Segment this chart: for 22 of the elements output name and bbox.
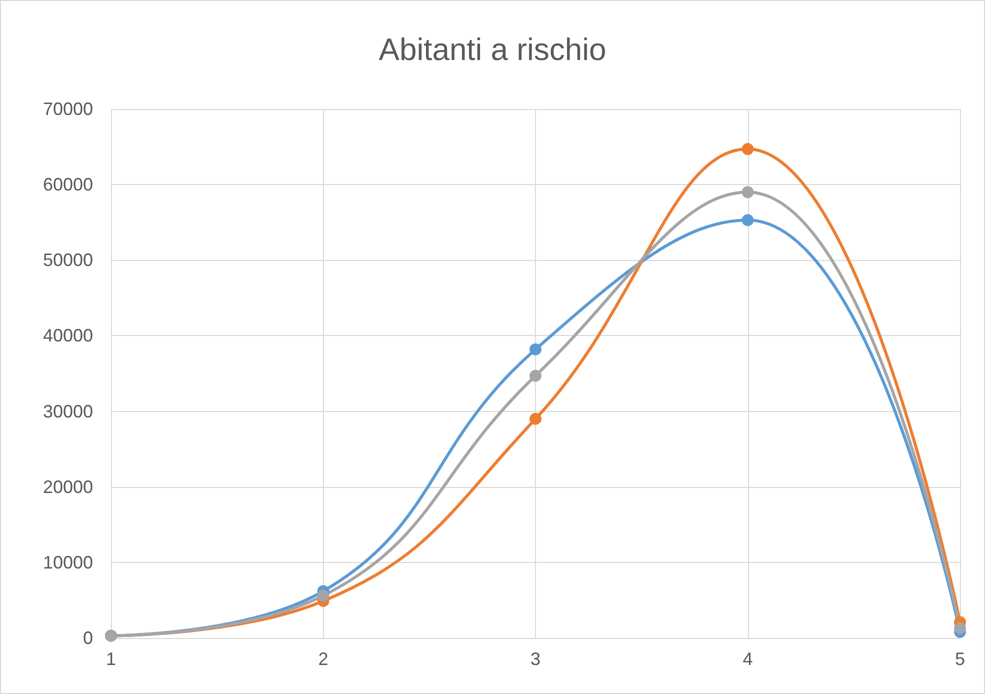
y-tick-label: 20000: [42, 476, 93, 497]
y-tick-label: 0: [82, 628, 93, 648]
chart-title: Abitanti a rischio: [378, 32, 606, 67]
y-tick-label: 60000: [42, 174, 93, 195]
y-tick-label: 50000: [42, 250, 93, 270]
point: [530, 370, 542, 382]
point: [954, 622, 966, 634]
y-tick-label: 30000: [42, 401, 93, 422]
point: [530, 412, 542, 425]
point: [530, 343, 542, 356]
x-tick-label: 5: [954, 649, 966, 669]
y-tick-label: 70000: [42, 99, 93, 119]
point: [317, 590, 330, 602]
point: [742, 186, 754, 198]
y-tick-label: 10000: [42, 552, 93, 572]
x-tick-label: 3: [530, 649, 541, 669]
point: [742, 143, 754, 156]
x-tick-label: 2: [318, 649, 328, 669]
x-tick-label: 4: [742, 649, 753, 669]
y-tick-label: 40000: [42, 326, 93, 346]
x-tick-label: 1: [106, 649, 116, 669]
point: [742, 214, 754, 226]
